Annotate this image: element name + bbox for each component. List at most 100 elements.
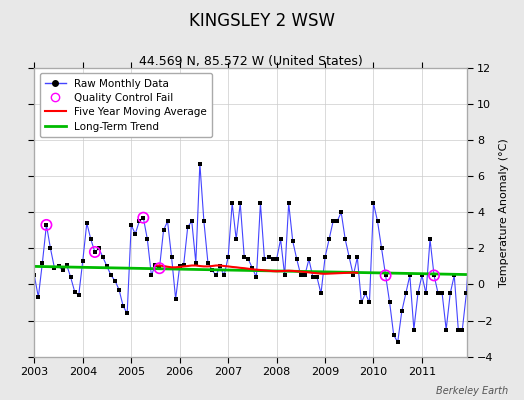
Point xyxy=(71,288,79,295)
Point xyxy=(256,200,265,206)
Point xyxy=(171,296,180,302)
Point xyxy=(91,249,99,255)
Point xyxy=(357,299,366,306)
Point xyxy=(289,238,297,244)
Point xyxy=(401,290,410,297)
Point xyxy=(462,290,471,297)
Point xyxy=(349,272,357,279)
Point xyxy=(490,249,499,255)
Point xyxy=(369,200,378,206)
Point xyxy=(446,290,454,297)
Point xyxy=(83,220,91,226)
Point xyxy=(313,274,321,280)
Point xyxy=(248,265,257,272)
Point xyxy=(398,308,406,315)
Point xyxy=(442,326,450,333)
Y-axis label: Temperature Anomaly (°C): Temperature Anomaly (°C) xyxy=(499,138,509,287)
Point xyxy=(54,263,63,270)
Point xyxy=(163,218,172,224)
Point xyxy=(50,265,59,272)
Point xyxy=(438,290,446,297)
Point xyxy=(127,222,135,228)
Point xyxy=(139,214,148,221)
Point xyxy=(434,290,442,297)
Point xyxy=(272,256,281,262)
Point xyxy=(321,254,329,260)
Text: KINGSLEY 2 WSW: KINGSLEY 2 WSW xyxy=(189,12,335,30)
Point xyxy=(386,299,394,306)
Point xyxy=(34,294,42,300)
Point xyxy=(466,227,475,234)
Point xyxy=(139,214,148,221)
Point xyxy=(228,200,236,206)
Point xyxy=(277,236,285,242)
Point xyxy=(264,254,272,260)
Point xyxy=(329,218,337,224)
Point xyxy=(204,260,212,266)
Point xyxy=(232,236,241,242)
Point xyxy=(188,218,196,224)
Point xyxy=(426,236,434,242)
Point xyxy=(260,256,269,262)
Point xyxy=(309,274,317,280)
Point xyxy=(292,256,301,262)
Point xyxy=(103,263,111,270)
Point xyxy=(361,290,369,297)
Point xyxy=(410,326,418,333)
Point xyxy=(58,267,67,273)
Point xyxy=(176,263,184,270)
Point xyxy=(143,236,151,242)
Point xyxy=(62,261,71,268)
Point xyxy=(285,200,293,206)
Point xyxy=(474,236,483,242)
Point xyxy=(373,218,381,224)
Point xyxy=(42,222,51,228)
Point xyxy=(135,218,144,224)
Point xyxy=(151,261,160,268)
Point xyxy=(42,222,51,228)
Point xyxy=(365,299,374,306)
Point xyxy=(495,254,503,260)
Point xyxy=(91,249,99,255)
Point xyxy=(381,272,390,279)
Point xyxy=(304,256,313,262)
Point xyxy=(486,245,495,252)
Point xyxy=(430,272,438,279)
Point xyxy=(301,272,309,279)
Point xyxy=(212,272,220,279)
Point xyxy=(325,236,333,242)
Point xyxy=(450,272,458,279)
Point xyxy=(183,224,192,230)
Point xyxy=(268,256,277,262)
Point xyxy=(30,272,38,279)
Point xyxy=(115,287,123,293)
Point xyxy=(418,272,426,279)
Point xyxy=(454,326,463,333)
Title: 44.569 N, 85.572 W (United States): 44.569 N, 85.572 W (United States) xyxy=(138,55,362,68)
Point xyxy=(510,308,519,315)
Point xyxy=(192,260,200,266)
Point xyxy=(200,218,208,224)
Point xyxy=(95,245,103,252)
Point xyxy=(430,272,438,279)
Point xyxy=(86,236,95,242)
Point xyxy=(74,292,83,298)
Point xyxy=(147,272,156,279)
Point xyxy=(515,236,523,242)
Point xyxy=(220,272,228,279)
Legend: Raw Monthly Data, Quality Control Fail, Five Year Moving Average, Long-Term Tren: Raw Monthly Data, Quality Control Fail, … xyxy=(39,73,212,137)
Point xyxy=(216,263,224,270)
Point xyxy=(208,267,216,273)
Point xyxy=(123,310,132,316)
Point xyxy=(503,274,511,280)
Point xyxy=(79,258,87,264)
Point xyxy=(458,326,466,333)
Point xyxy=(377,245,386,252)
Point xyxy=(131,231,139,237)
Point xyxy=(470,177,478,183)
Point xyxy=(240,254,248,260)
Point xyxy=(507,290,515,297)
Point xyxy=(389,332,398,338)
Point xyxy=(180,261,188,268)
Point xyxy=(333,218,341,224)
